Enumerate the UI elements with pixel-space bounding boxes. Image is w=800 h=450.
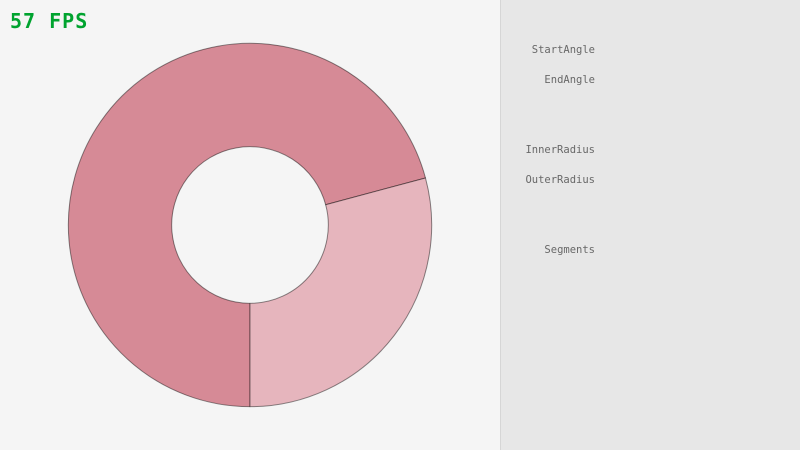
slider-label-endangle: EndAngle xyxy=(544,74,595,86)
controls-panel: StartAngle -255.00 EndAngle 360.00 Inner… xyxy=(500,0,800,450)
fps-counter: 57 FPS xyxy=(10,9,89,33)
slider-label-innerradius: InnerRadius xyxy=(525,144,595,156)
ring-segment-single xyxy=(249,177,433,408)
slider-label-outerradius: OuterRadius xyxy=(525,174,595,186)
ring-segment-overlap xyxy=(67,42,427,408)
slider-label-segments: Segments xyxy=(544,244,595,256)
slider-label-startangle: StartAngle xyxy=(531,44,595,56)
